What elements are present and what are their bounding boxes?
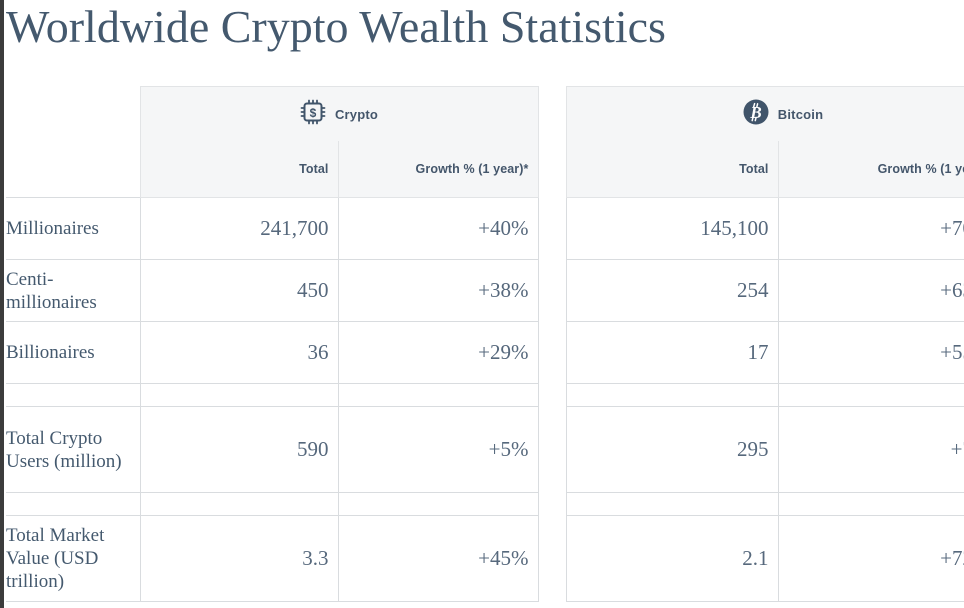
- cell-crypto-total: 590: [139, 406, 339, 493]
- corner-cell: [0, 86, 140, 141]
- cell-bitcoin-total: 295: [565, 406, 779, 493]
- crypto-wealth-table: $ Crypto B: [0, 86, 964, 602]
- cell-crypto-growth: +40%: [337, 197, 539, 260]
- spacer-cell: [777, 383, 964, 407]
- table-row: Total Crypto Users (million) 590 +5% 295…: [0, 406, 964, 493]
- group-label-bitcoin: Bitcoin: [777, 106, 824, 122]
- group-header-crypto: $ Crypto: [139, 86, 539, 141]
- cell-crypto-total: 450: [139, 259, 339, 322]
- page-left-edge-inner: [4, 0, 6, 608]
- row-gap-cell: [538, 492, 566, 516]
- sub-header-row: Total Growth % (1 year)* Total Growth % …: [0, 141, 964, 198]
- chip-dollar-icon: $: [300, 99, 326, 130]
- group-gap-cell-2: [538, 141, 566, 198]
- cell-crypto-growth: +29%: [337, 321, 539, 384]
- cell-crypto-growth: +38%: [337, 259, 539, 322]
- corner-cell-2: [0, 141, 140, 198]
- col-header-bitcoin-total: Total: [565, 141, 779, 198]
- cell-bitcoin-total: 17: [565, 321, 779, 384]
- spacer-label: [0, 383, 141, 407]
- cell-crypto-total: 241,700: [139, 197, 339, 260]
- group-label-crypto: Crypto: [334, 106, 379, 122]
- stats-table-wrapper: $ Crypto B: [0, 86, 964, 602]
- table-row: Centi-millionaires 450 +38% 254 +63%: [0, 259, 964, 322]
- spacer-cell: [565, 492, 779, 516]
- row-gap-cell: [538, 321, 566, 384]
- spacer-cell: [777, 492, 964, 516]
- cell-crypto-total: 3.3: [139, 515, 339, 602]
- table-spacer-row: [0, 383, 964, 407]
- col-header-bitcoin-growth: Growth % (1 year)*: [777, 141, 964, 198]
- cell-bitcoin-growth: +72%: [777, 515, 964, 602]
- bitcoin-circle-icon: B: [743, 99, 769, 130]
- cell-bitcoin-growth: +63%: [777, 259, 964, 322]
- cell-bitcoin-growth: +7%: [777, 406, 964, 493]
- page-left-edge: [0, 0, 4, 608]
- page-title: Worldwide Crypto Wealth Statistics: [6, 1, 666, 52]
- row-label: Total Crypto Users (million): [0, 406, 141, 493]
- cell-crypto-growth: +5%: [337, 406, 539, 493]
- row-gap-cell: [538, 383, 566, 407]
- col-header-crypto-growth: Growth % (1 year)*: [337, 141, 539, 198]
- spacer-cell: [337, 492, 539, 516]
- table-spacer-row: [0, 492, 964, 516]
- svg-text:$: $: [310, 106, 317, 120]
- group-header-row: $ Crypto B: [0, 86, 964, 141]
- cell-crypto-growth: +45%: [337, 515, 539, 602]
- table-row: Billionaires 36 +29% 17 +55%: [0, 321, 964, 384]
- row-label: Centi-millionaires: [0, 259, 141, 322]
- cell-crypto-total: 36: [139, 321, 339, 384]
- cell-bitcoin-total: 145,100: [565, 197, 779, 260]
- row-gap-cell: [538, 406, 566, 493]
- table-row: Total Market Value (USD trillion) 3.3 +4…: [0, 515, 964, 602]
- col-header-crypto-total: Total: [139, 141, 339, 198]
- row-label: Millionaires: [0, 197, 141, 260]
- spacer-cell: [139, 383, 339, 407]
- spacer-cell: [139, 492, 339, 516]
- spacer-cell: [565, 383, 779, 407]
- cell-bitcoin-growth: +70%: [777, 197, 964, 260]
- row-label: Billionaires: [0, 321, 141, 384]
- row-label: Total Market Value (USD trillion): [0, 515, 141, 602]
- spacer-cell: [337, 383, 539, 407]
- cell-bitcoin-total: 2.1: [565, 515, 779, 602]
- row-gap-cell: [538, 515, 566, 602]
- cell-bitcoin-total: 254: [565, 259, 779, 322]
- table-row: Millionaires 241,700 +40% 145,100 +70%: [0, 197, 964, 260]
- row-gap-cell: [538, 259, 566, 322]
- row-gap-cell: [538, 197, 566, 260]
- group-header-bitcoin: B Bitcoin: [565, 86, 964, 141]
- group-gap-cell: [538, 86, 566, 141]
- spacer-label: [0, 492, 141, 516]
- cell-bitcoin-growth: +55%: [777, 321, 964, 384]
